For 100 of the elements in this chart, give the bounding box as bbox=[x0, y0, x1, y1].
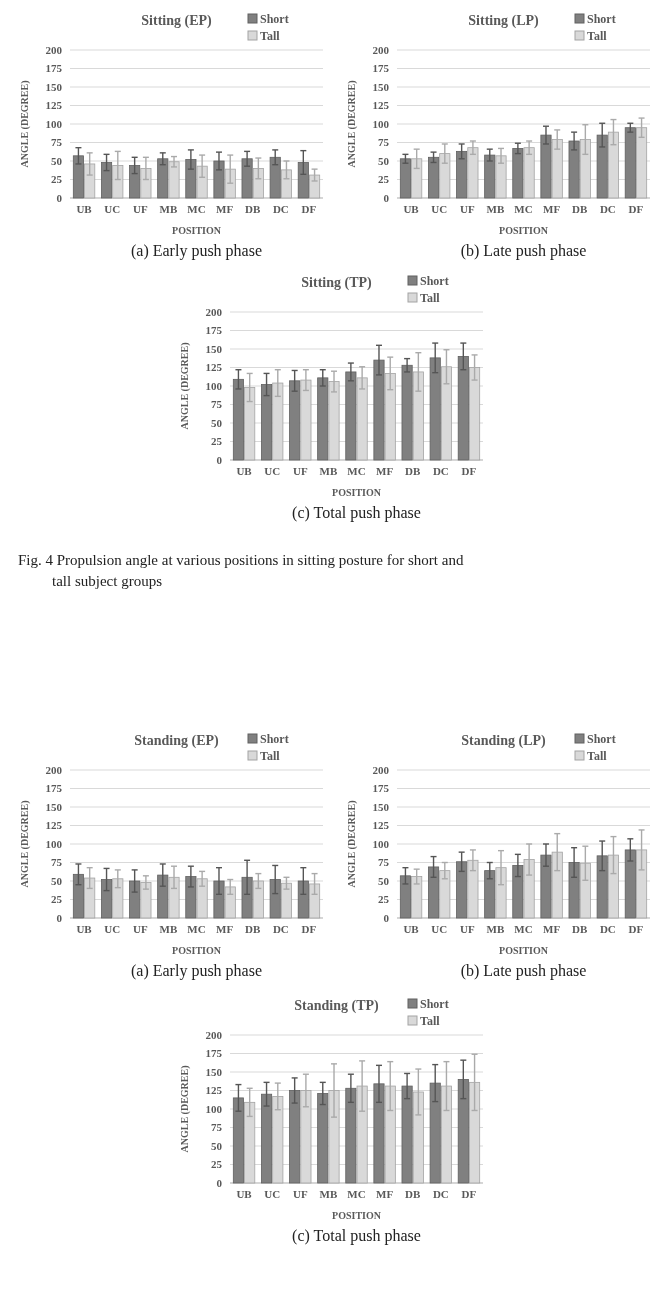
x-tick-label: DB bbox=[572, 923, 589, 935]
text: (a) Early push phase bbox=[130, 242, 263, 260]
y-tick-label: 150 bbox=[205, 1065, 223, 1078]
x-tick-label: MC bbox=[347, 465, 366, 477]
legend-label: Tall bbox=[587, 29, 608, 43]
x-tick-label: MB bbox=[319, 465, 338, 477]
x-tick-label: UB bbox=[76, 203, 93, 215]
x-tick-label: MC bbox=[514, 203, 533, 215]
y-tick-label: 175 bbox=[45, 62, 63, 75]
x-tick-label: DB bbox=[245, 923, 262, 935]
x-tick-label: DF bbox=[461, 465, 477, 477]
y-tick-label: 100 bbox=[45, 837, 63, 850]
legend-label: Short bbox=[260, 732, 289, 746]
y-tick-label: 200 bbox=[205, 1028, 223, 1041]
y-tick-label: 25 bbox=[378, 173, 390, 186]
x-tick-label: UC bbox=[264, 1188, 281, 1200]
x-tick-label: UC bbox=[104, 203, 121, 215]
x-tick-label: UB bbox=[236, 1188, 253, 1200]
y-axis-title: ANGLE (DEGREE) bbox=[179, 342, 191, 430]
y-tick-label: 175 bbox=[205, 1047, 223, 1060]
x-tick-label: UB bbox=[403, 203, 420, 215]
y-tick-label: 75 bbox=[378, 136, 390, 149]
y-tick-label: 50 bbox=[51, 874, 63, 887]
x-tick-label: MB bbox=[486, 923, 505, 935]
x-tick-label: MF bbox=[543, 923, 561, 935]
y-tick-label: 200 bbox=[45, 763, 63, 776]
y-tick-label: 25 bbox=[378, 893, 390, 906]
y-axis-title: ANGLE (DEGREE) bbox=[346, 80, 358, 168]
y-tick-label: 175 bbox=[205, 324, 223, 337]
x-tick-label: MF bbox=[376, 465, 394, 477]
x-tick-label: MF bbox=[216, 203, 234, 215]
x-tick-label: DC bbox=[599, 923, 616, 935]
chart-title: Standing (TP) bbox=[294, 998, 380, 1014]
x-tick-label: MF bbox=[376, 1188, 394, 1200]
x-tick-label: UF bbox=[292, 1188, 308, 1200]
x-tick-label: MB bbox=[486, 203, 505, 215]
text: (c) Total push phase bbox=[292, 1227, 421, 1245]
y-tick-label: 0 bbox=[56, 911, 63, 924]
x-tick-label: DF bbox=[301, 923, 317, 935]
y-tick-label: 125 bbox=[372, 819, 390, 832]
y-tick-label: 125 bbox=[45, 819, 63, 832]
y-tick-label: 175 bbox=[45, 782, 63, 795]
y-tick-label: 150 bbox=[205, 342, 223, 355]
x-axis-title: POSITION bbox=[172, 225, 222, 236]
y-tick-label: 150 bbox=[45, 80, 63, 93]
y-tick-label: 125 bbox=[45, 99, 63, 112]
chart-title: Standing (LP) bbox=[461, 733, 547, 749]
y-axis-title: ANGLE (DEGREE) bbox=[346, 800, 358, 888]
y-tick-label: 125 bbox=[372, 99, 390, 112]
y-tick-label: 0 bbox=[216, 453, 223, 466]
x-tick-label: UC bbox=[264, 465, 281, 477]
x-tick-label: MB bbox=[319, 1188, 338, 1200]
text: (a) Early push phase bbox=[130, 962, 263, 980]
x-axis-title: POSITION bbox=[172, 945, 222, 956]
y-tick-label: 100 bbox=[205, 1102, 223, 1115]
x-tick-label: UF bbox=[459, 923, 475, 935]
y-tick-label: 75 bbox=[378, 856, 390, 869]
legend-label: Short bbox=[420, 274, 449, 288]
x-axis-title: POSITION bbox=[332, 1210, 382, 1221]
chart-title: Sitting (EP) bbox=[141, 13, 213, 29]
y-tick-label: 50 bbox=[378, 874, 390, 887]
x-tick-label: DB bbox=[405, 465, 422, 477]
x-tick-label: DB bbox=[572, 203, 589, 215]
y-tick-label: 0 bbox=[56, 191, 63, 204]
x-tick-label: UB bbox=[236, 465, 253, 477]
y-tick-label: 100 bbox=[205, 379, 223, 392]
text: (c) Total push phase bbox=[292, 504, 421, 522]
y-tick-label: 200 bbox=[372, 43, 390, 56]
x-tick-label: UC bbox=[431, 203, 448, 215]
text: (b) Late push phase bbox=[460, 242, 587, 260]
x-tick-label: UC bbox=[104, 923, 121, 935]
y-tick-label: 75 bbox=[51, 136, 63, 149]
y-tick-label: 50 bbox=[211, 416, 223, 429]
y-tick-label: 75 bbox=[211, 398, 223, 411]
x-tick-label: MC bbox=[187, 203, 206, 215]
x-tick-label: DC bbox=[272, 203, 289, 215]
y-tick-label: 150 bbox=[372, 80, 390, 93]
y-tick-label: 25 bbox=[51, 173, 63, 186]
x-tick-label: DC bbox=[272, 923, 289, 935]
legend-label: Tall bbox=[420, 291, 441, 305]
y-axis-title: ANGLE (DEGREE) bbox=[179, 1065, 191, 1153]
y-tick-label: 50 bbox=[51, 154, 63, 167]
x-tick-label: MF bbox=[216, 923, 234, 935]
y-tick-label: 100 bbox=[45, 117, 63, 130]
y-tick-label: 200 bbox=[45, 43, 63, 56]
x-tick-label: UC bbox=[431, 923, 448, 935]
y-tick-label: 50 bbox=[378, 154, 390, 167]
y-tick-label: 125 bbox=[205, 1084, 223, 1097]
x-tick-label: MB bbox=[159, 203, 178, 215]
y-tick-label: 50 bbox=[211, 1139, 223, 1152]
y-tick-label: 175 bbox=[372, 62, 390, 75]
chart-title: Standing (EP) bbox=[134, 733, 220, 749]
x-tick-label: DF bbox=[461, 1188, 477, 1200]
x-tick-label: DF bbox=[628, 203, 644, 215]
y-tick-label: 100 bbox=[372, 837, 390, 850]
caption: Fig. 4 Propulsion angle at various positions in sitting posture for short and tall subject groups bbox=[18, 552, 464, 589]
x-tick-label: UB bbox=[403, 923, 420, 935]
x-tick-label: UF bbox=[459, 203, 475, 215]
x-tick-label: DB bbox=[405, 1188, 422, 1200]
x-axis-title: POSITION bbox=[332, 487, 382, 498]
